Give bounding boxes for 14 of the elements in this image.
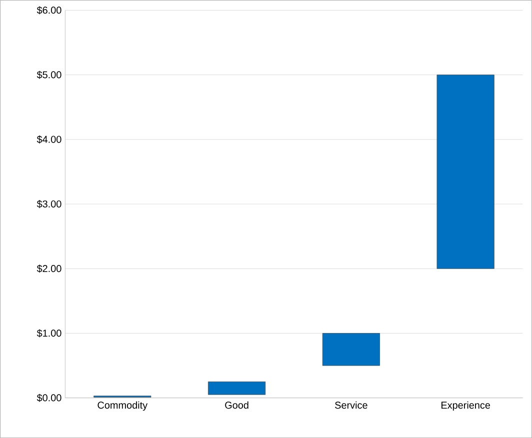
y-tick-label: $3.00 [36, 200, 62, 208]
x-tick-label: Good [225, 401, 248, 409]
y-tick-label: $2.00 [36, 264, 62, 273]
y-tick-label: $0.00 [36, 394, 62, 402]
y-tick-label: $1.00 [36, 329, 62, 338]
bar [322, 333, 380, 366]
x-tick-label: Experience [441, 401, 490, 411]
bar [208, 381, 266, 395]
x-tick-label: Commodity [98, 401, 148, 411]
bar [436, 74, 494, 269]
y-tick-label: $5.00 [36, 70, 62, 79]
x-tick-label: Service [335, 401, 368, 409]
y-tick-label: $6.00 [36, 6, 62, 14]
y-tick-label: $4.00 [36, 135, 62, 144]
